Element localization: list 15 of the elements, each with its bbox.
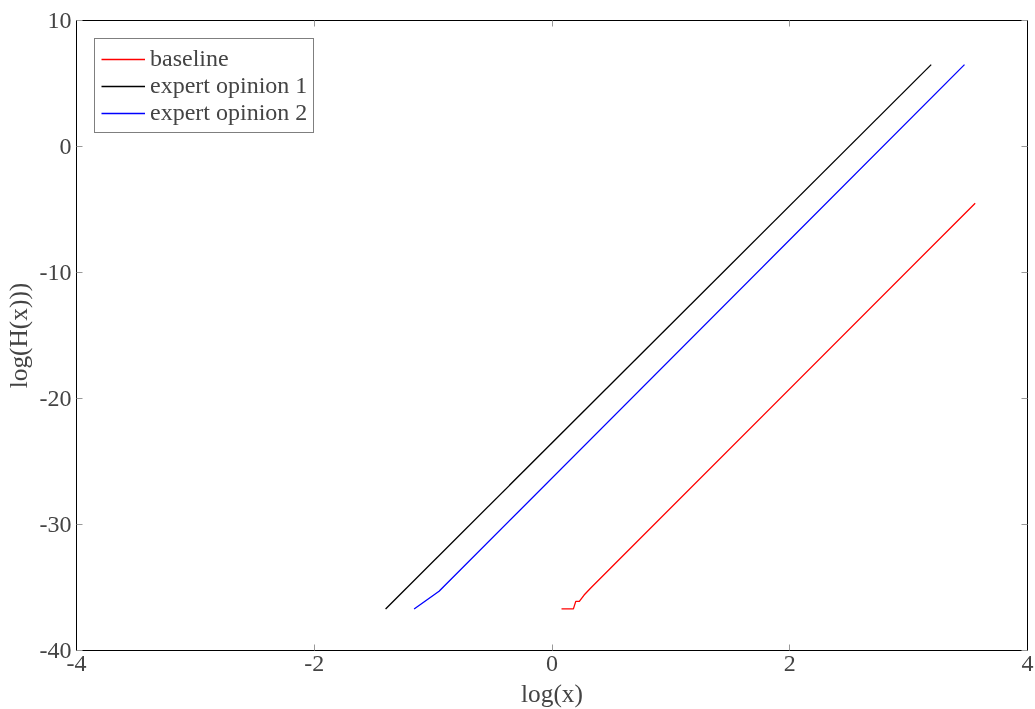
y-tick-label: -10 xyxy=(39,259,72,285)
legend-label: expert opinion 2 xyxy=(150,99,308,126)
x-tick-label: 2 xyxy=(783,649,796,676)
y-tick-label: -30 xyxy=(39,511,72,537)
x-tick-label: -2 xyxy=(304,649,325,676)
y-tick-label: 10 xyxy=(47,7,72,33)
y-axis-title: log(H(x))) xyxy=(3,282,33,389)
legend-label: baseline xyxy=(150,45,229,72)
line-series xyxy=(560,202,976,610)
y-tick-label: -20 xyxy=(39,385,72,411)
legend-label: expert opinion 1 xyxy=(150,72,308,99)
x-tick-label: 4 xyxy=(1021,649,1034,676)
y-tick-label: 0 xyxy=(59,133,72,159)
x-axis-title: log(x) xyxy=(521,678,583,708)
x-tick-label: 0 xyxy=(546,649,558,676)
